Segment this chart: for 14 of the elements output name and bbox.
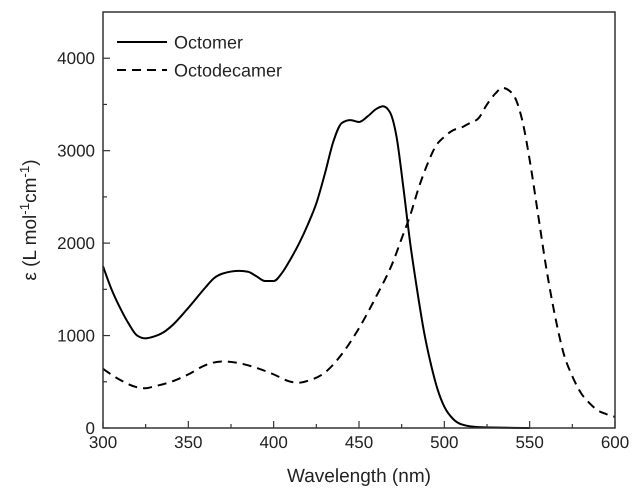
x-tick-label: 350 [174,433,203,452]
legend-label: Octodecamer [174,60,282,80]
x-tick-label: 550 [515,433,544,452]
x-tick-label: 450 [344,433,374,452]
y-tick-label: 2000 [57,234,95,254]
legend-label: Octomer [174,32,244,52]
x-axis-title: Wavelength (nm) [287,466,431,487]
x-tick-label: 400 [259,433,288,452]
x-tick-label: 300 [88,433,118,452]
y-tick-label: 3000 [57,142,95,161]
y-tick-label: 1000 [57,326,95,346]
x-tick-label: 600 [600,433,630,452]
y-tick-label: 4000 [57,49,95,68]
x-tick-label: 500 [430,433,459,452]
